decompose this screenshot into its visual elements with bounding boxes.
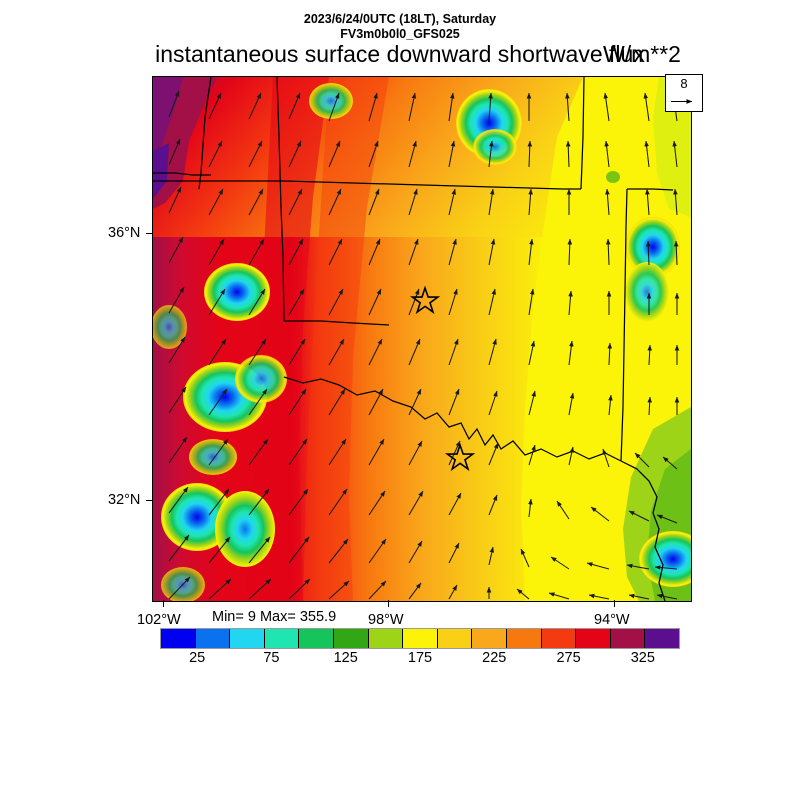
figure-units-label: W/m**2: [603, 41, 681, 67]
colorbar-swatch: [437, 629, 473, 648]
lon-tick-102: [163, 600, 165, 607]
colorbar-swatch: [645, 629, 679, 648]
colorbar-swatch: [472, 629, 507, 648]
wind-vector-field: [168, 90, 680, 600]
lon-tick-98: [388, 600, 390, 607]
station-marker-north: [409, 285, 441, 315]
colorbar-tick-label: 325: [630, 650, 655, 666]
colorbar-swatch: [541, 629, 577, 648]
lat-tick-36: [146, 233, 153, 235]
colorbar-tick-label: 225: [482, 650, 507, 666]
figure-timestamp: 2023/6/24/0UTC (18LT), Saturday: [303, 12, 497, 26]
lon-label-102: 102°W: [137, 612, 181, 628]
colorbar-swatch: [299, 629, 334, 648]
lon-tick-94: [614, 600, 616, 607]
map-plot-area: [152, 76, 692, 602]
wind-vector-key: 8: [665, 74, 703, 112]
colorbar-tick-label: 25: [189, 650, 206, 666]
min-max-stats-label: Min= 9 Max= 355.9: [212, 609, 337, 625]
colorbar-tick-label: 275: [556, 650, 581, 666]
colorbar-tick-label: 75: [263, 650, 280, 666]
colorbar-tick-label: 175: [407, 650, 433, 666]
colorbar-swatch: [264, 629, 300, 648]
colorbar-swatch: [610, 629, 646, 648]
lat-tick-32: [146, 500, 153, 502]
station-markers: [409, 285, 476, 472]
lon-label-94: 94°W: [594, 612, 630, 628]
colorbar-swatch: [506, 629, 542, 648]
colorbar-swatch: [576, 629, 611, 648]
colorbar-tick-labels: 25 75 125 175 225 275 325: [160, 650, 680, 668]
colorbar-swatch: [195, 629, 231, 648]
colorbar-swatch: [368, 629, 404, 648]
station-marker-south: [444, 442, 476, 472]
colorbar-tick-label: 125: [333, 650, 358, 666]
lon-label-98: 98°W: [368, 612, 404, 628]
shortwave-flux-raster: [153, 77, 691, 601]
figure-model-name: FV3m0b0l0_GFS025: [340, 27, 460, 41]
colorbar-swatch: [403, 629, 438, 648]
lat-label-36: 36°N: [108, 225, 141, 241]
colorbar-swatch: [333, 629, 369, 648]
colorbar-swatch: [230, 629, 265, 648]
wind-vector-key-value: 8: [680, 76, 688, 91]
colorbar: [160, 628, 680, 649]
lat-label-32: 32°N: [108, 492, 141, 508]
arrow-right-icon: [671, 99, 693, 104]
colorbar-swatch: [161, 629, 196, 648]
figure-title: instantaneous surface downward shortwave…: [155, 41, 645, 67]
